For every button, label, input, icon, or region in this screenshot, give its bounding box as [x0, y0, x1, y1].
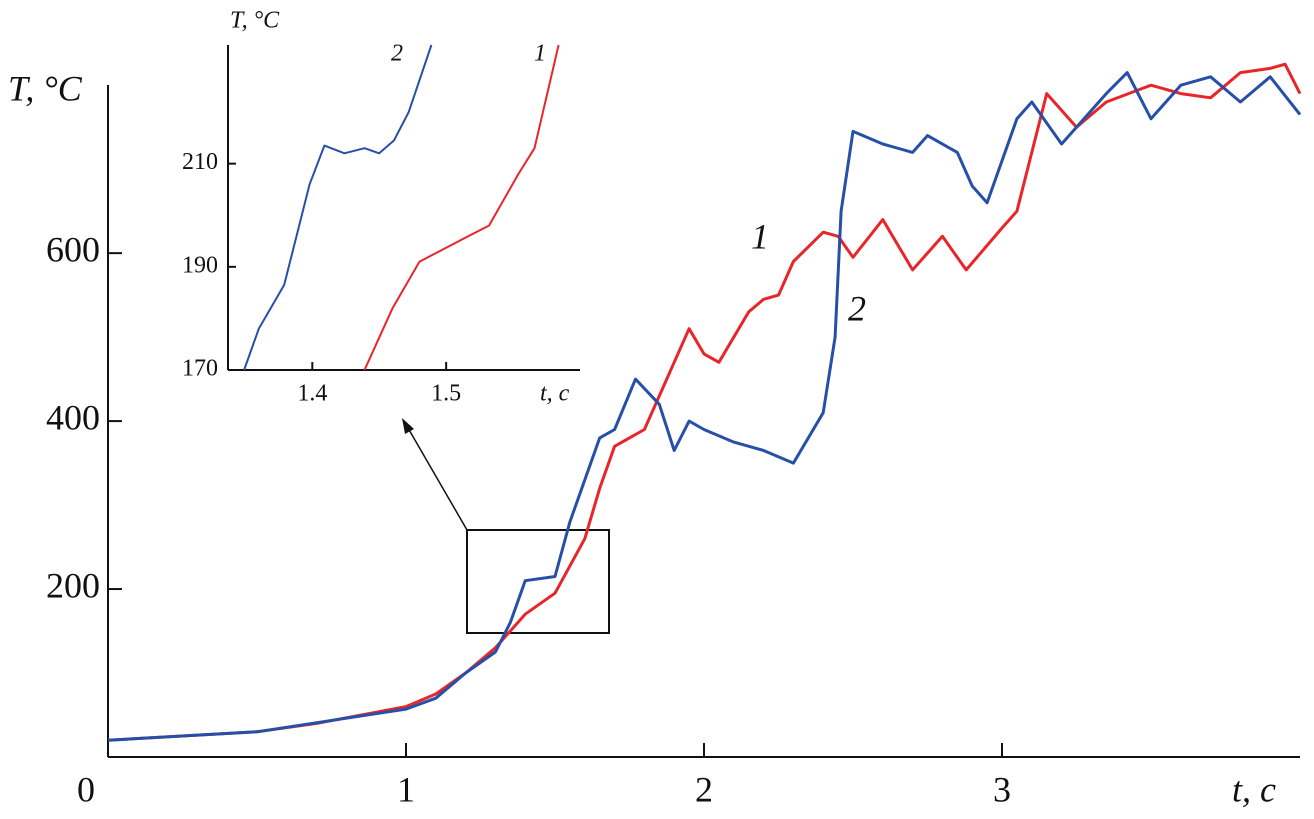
- x-tick-label: 1.4: [297, 381, 327, 407]
- line-series: [107, 71, 1302, 742]
- y-tick-label: 210: [182, 149, 218, 175]
- x-tick-label: 1: [397, 769, 415, 809]
- y-tick-label: 600: [46, 229, 100, 269]
- series-label: 1: [534, 41, 546, 67]
- x-tick-label: 2: [695, 769, 713, 809]
- line-series: [243, 44, 433, 371]
- y-tick-label: 400: [46, 397, 100, 437]
- y-axis-label: T, °C: [230, 8, 280, 34]
- series-label: 1: [751, 216, 769, 256]
- x-axis-label: t, c: [1232, 769, 1276, 809]
- zoom-arrow: [407, 427, 468, 531]
- y-tick-label: 170: [182, 356, 218, 382]
- x-tick-label: 3: [993, 769, 1011, 809]
- x-axis-label: t, c: [540, 381, 570, 407]
- y-tick-label: 190: [182, 252, 218, 278]
- x-tick-label: 1.5: [431, 381, 461, 407]
- x-tick-label: 0: [77, 769, 95, 809]
- y-tick-label: 200: [46, 565, 100, 605]
- line-series: [107, 62, 1302, 742]
- zoom-box: [466, 529, 610, 634]
- series-label: 2: [391, 41, 403, 67]
- series-label: 2: [848, 288, 866, 328]
- y-axis-label: T, °C: [8, 68, 83, 108]
- line-series: [363, 44, 560, 371]
- zoom-arrowhead: [402, 418, 414, 434]
